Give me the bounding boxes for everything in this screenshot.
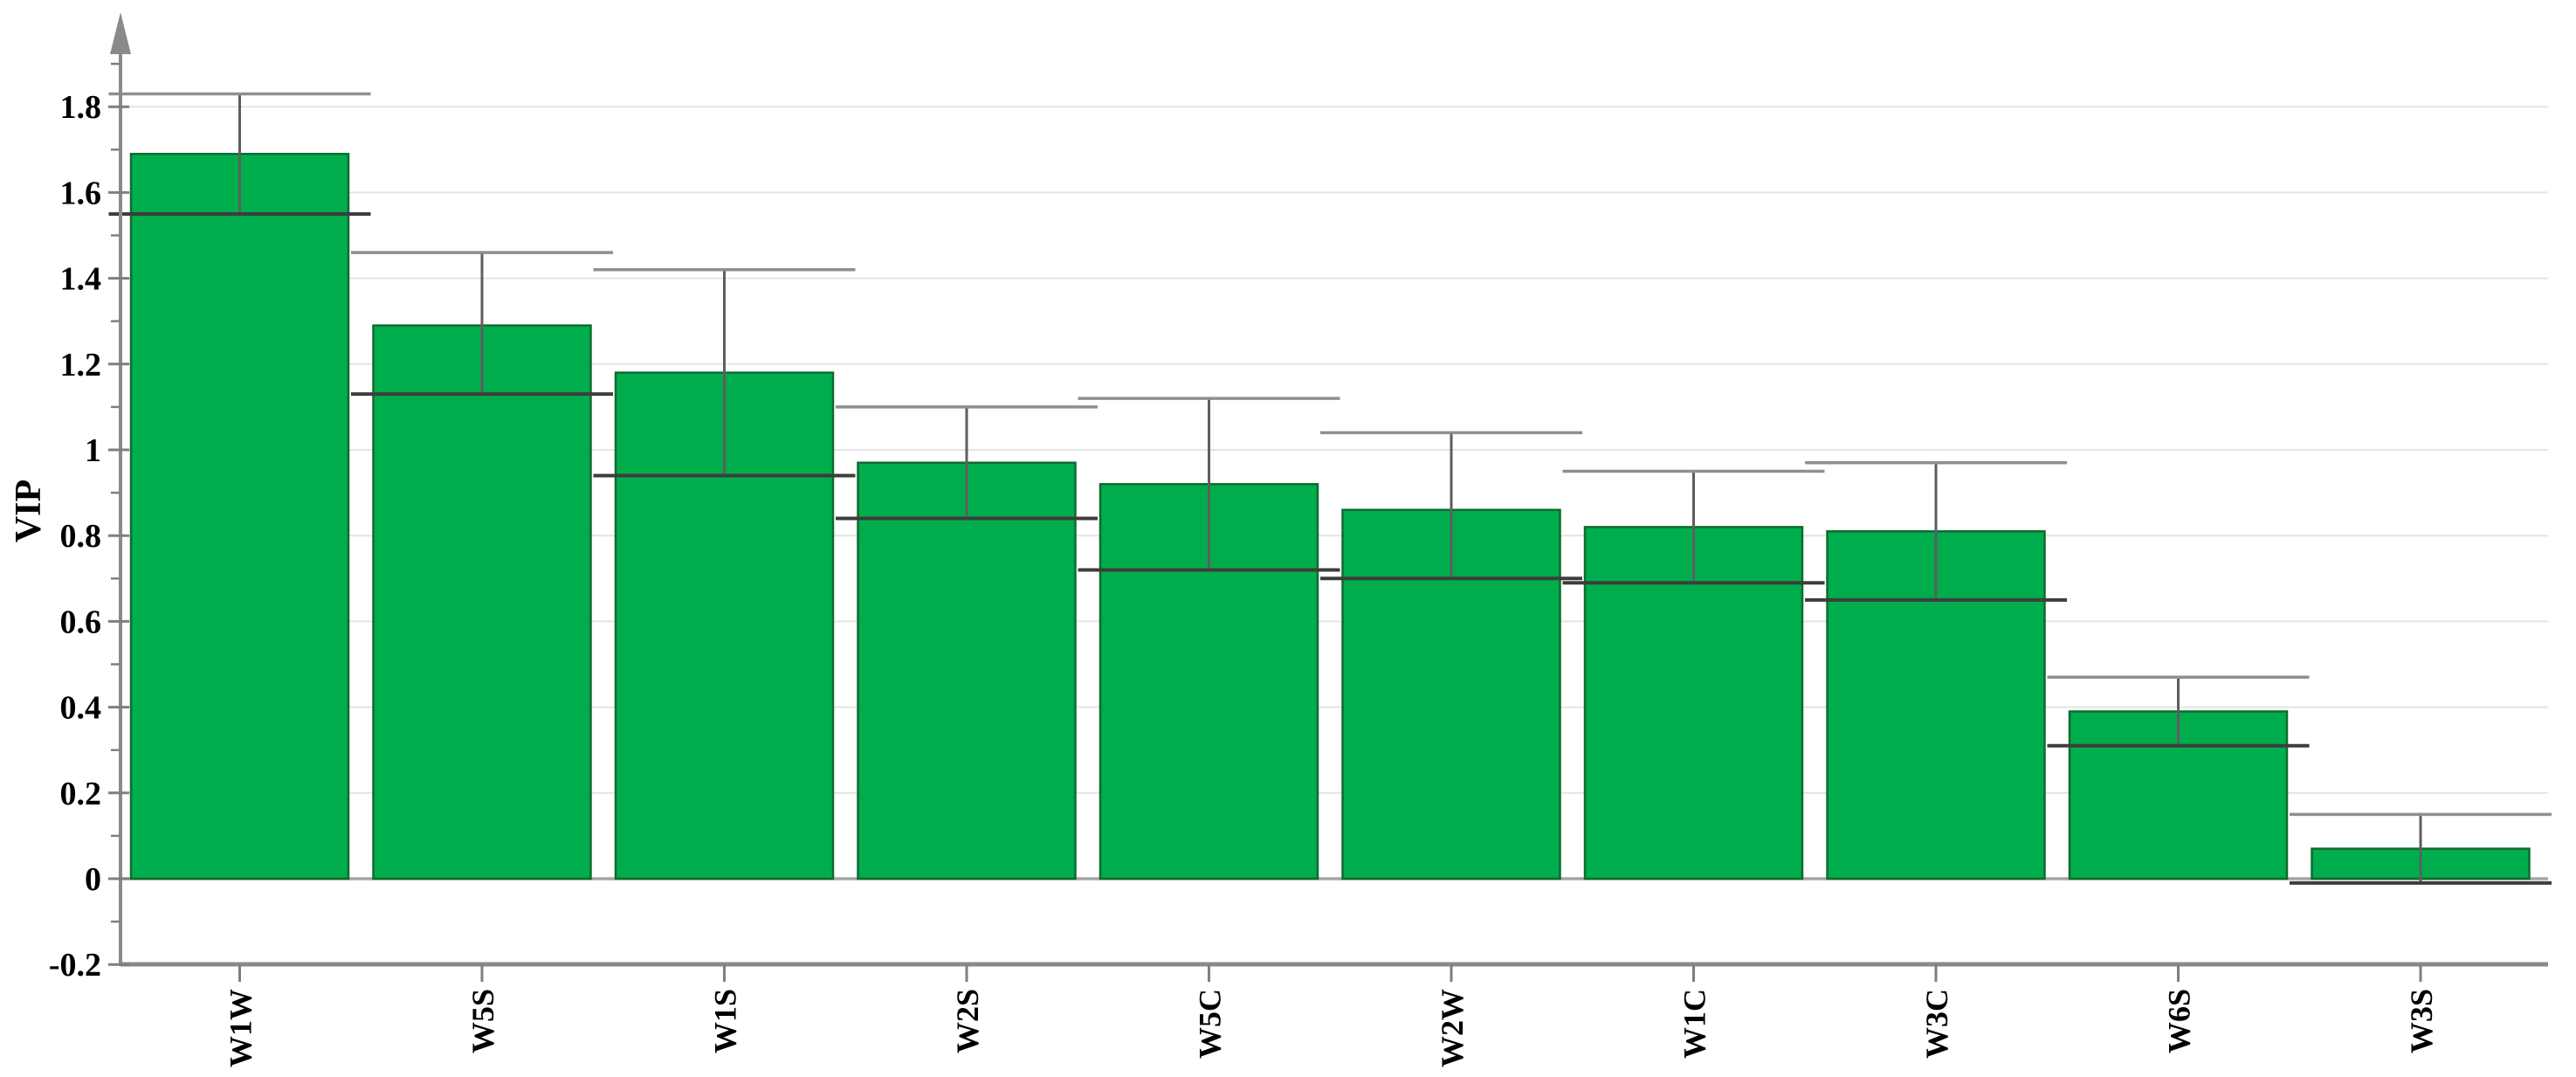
- bar-W2W: [1341, 508, 1561, 880]
- error-bars-group: [108, 92, 2552, 885]
- category-label-W6S: W6S: [2162, 989, 2197, 1053]
- error-bar-W3C: [1805, 460, 2067, 602]
- error-bar-W3S: [2290, 812, 2552, 885]
- y-tick-label: 0.6: [60, 604, 102, 640]
- y-tick-label: 1.4: [60, 261, 102, 298]
- bars-group: [129, 152, 2531, 880]
- axes-group: [108, 12, 2548, 967]
- error-bar-W1W: [108, 92, 371, 216]
- y-tick-label: 1: [85, 432, 101, 469]
- category-label-W3S: W3S: [2404, 989, 2439, 1053]
- bar-W1W: [129, 152, 350, 880]
- category-label-W2W: W2W: [1435, 989, 1470, 1067]
- bar-W5S: [372, 324, 592, 880]
- bar-W2S: [857, 461, 1077, 880]
- error-bar-W5C: [1078, 397, 1340, 572]
- category-labels-group: W1W W5S W1S W2S W5C W2W W1C W3C W6S W3S: [224, 964, 2439, 1067]
- y-tick-label: 1.2: [60, 347, 102, 383]
- y-axis-title: VIP: [9, 480, 49, 542]
- error-bar-W1C: [1562, 469, 1825, 585]
- error-bar-W2S: [836, 405, 1098, 521]
- y-axis-arrow-icon: [110, 12, 131, 54]
- error-bar-W5S: [351, 251, 613, 397]
- y-tick-labels-group: 1.8 1.6 1.4 1.2 1 0.8 0.6 0.4 0.2 0 -0.2: [49, 89, 101, 984]
- y-tick-label: 0.4: [60, 690, 102, 727]
- category-label-W1S: W1S: [708, 989, 743, 1053]
- category-label-W2S: W2S: [950, 989, 985, 1053]
- y-tick-label: 0.2: [60, 776, 102, 812]
- error-bar-W1S: [593, 268, 856, 478]
- y-tick-label: -0.2: [49, 947, 101, 984]
- y-tick-label: 1.8: [60, 89, 102, 126]
- bar-W1C: [1583, 526, 1804, 880]
- category-label-W5C: W5C: [1193, 989, 1228, 1059]
- category-label-W1W: W1W: [224, 989, 258, 1067]
- y-tick-label: 1.6: [60, 175, 102, 211]
- category-label-W1C: W1C: [1677, 989, 1712, 1059]
- category-label-W3C: W3C: [1919, 989, 1954, 1059]
- error-bar-W2W: [1320, 431, 1582, 581]
- y-tick-label: 0: [85, 861, 101, 898]
- category-label-W5S: W5S: [465, 989, 500, 1053]
- y-tick-label: 0.8: [60, 518, 102, 555]
- error-bar-W6S: [2047, 675, 2310, 748]
